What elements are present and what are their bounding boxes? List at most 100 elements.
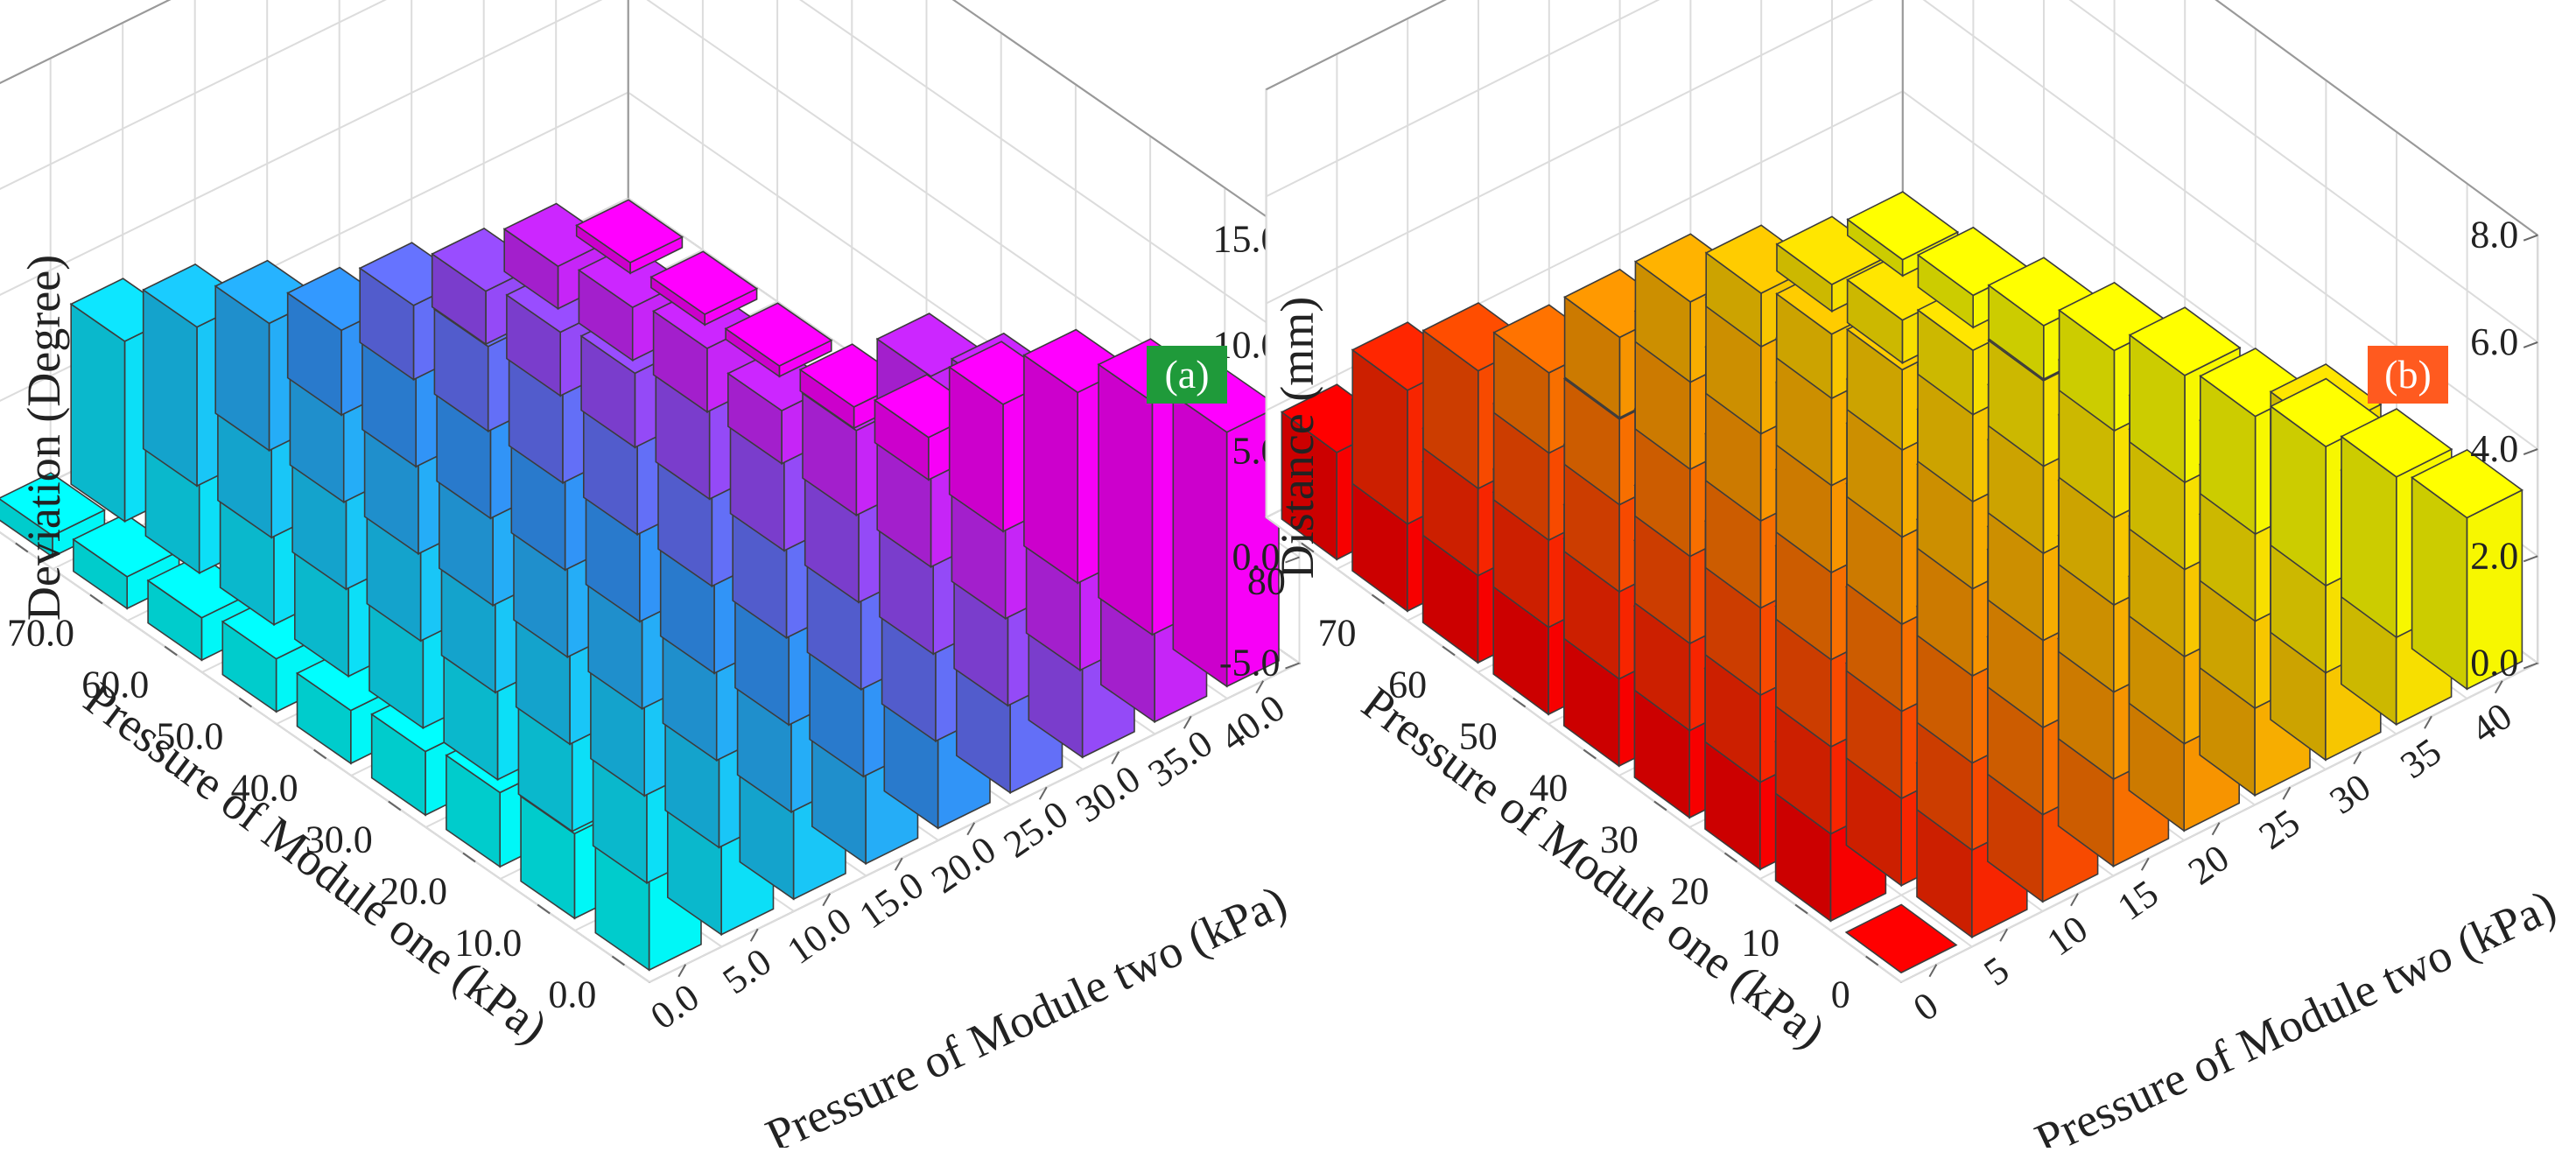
bar-face-top (1846, 191, 1960, 261)
grid-line (1266, 0, 2538, 343)
y-tick-label: 5.0 (715, 940, 779, 1003)
x-tick-label: 40.0 (231, 767, 298, 810)
x-tick (15, 542, 29, 553)
x-tick-label: 20.0 (380, 870, 447, 913)
y-tick (2353, 751, 2362, 765)
bar (649, 250, 759, 327)
y-tick (894, 857, 903, 871)
z-tick-label: 0.0 (1232, 536, 1281, 579)
y-tick (1928, 964, 1938, 978)
y-tick (1999, 928, 2009, 942)
x-tick-label: 70.0 (7, 612, 74, 655)
x-tick (388, 800, 402, 811)
x-tick (1653, 800, 1667, 811)
y-tick (1038, 786, 1048, 800)
x-tick (462, 852, 476, 863)
panel-label: (b) (2384, 352, 2432, 397)
z-axis-title: Deviation (Degree) (18, 255, 70, 621)
bar (575, 199, 684, 275)
y-tick-label: 0.0 (642, 975, 706, 1038)
grid-line (1266, 0, 2538, 450)
x-tick-label: 0.0 (548, 973, 596, 1016)
x-tick (1583, 748, 1597, 760)
x-tick-label: 60.0 (81, 664, 149, 706)
bar (1844, 903, 1958, 974)
z-tick (1285, 556, 1300, 564)
bar-face-right (1023, 354, 1078, 585)
z-tick (1285, 662, 1300, 670)
y-tick (2140, 857, 2150, 871)
y-tick (2494, 680, 2503, 694)
z-tick (2523, 234, 2538, 242)
x-tick-label: 60 (1388, 664, 1427, 706)
x-tick-label: 0 (1831, 973, 1850, 1016)
x-tick (164, 645, 178, 657)
bar (2411, 448, 2523, 691)
z-tick (2523, 662, 2538, 670)
x-tick (238, 697, 252, 708)
y-tick-label: 15 (2109, 872, 2165, 929)
x-tick (1794, 903, 1808, 915)
bar-face-right (70, 302, 126, 523)
panel-label: (a) (1164, 352, 1209, 397)
grid-line (0, 0, 1301, 347)
y-axis-title: Pressure of Module two (kPa) (2027, 880, 2564, 1148)
x-tick (611, 955, 625, 966)
x-tick (1723, 852, 1738, 863)
x-tick-label: 30 (1600, 818, 1639, 861)
y-tick (1255, 680, 1265, 694)
z-tick-label: 0.0 (2470, 642, 2518, 685)
x-tick-label: 50.0 (156, 715, 223, 758)
x-tick (1371, 594, 1386, 605)
bar-face-top (649, 250, 759, 315)
bar (724, 302, 833, 378)
bar-face-top (2411, 448, 2523, 519)
y-tick (2070, 893, 2079, 907)
y-tick-label: 20 (2180, 836, 2236, 893)
bar-face-top (0, 472, 106, 537)
bar-face-top (1775, 215, 1889, 285)
panel-badge (1147, 346, 1227, 404)
x-tick-label: 80 (1247, 560, 1286, 603)
z-tick-label: 8.0 (2470, 214, 2518, 256)
y-tick (822, 893, 832, 907)
bar-face-top (2128, 306, 2242, 376)
x-tick-label: 40 (1529, 767, 1568, 810)
y-tick-label: 40 (2463, 694, 2519, 751)
y-tick (749, 928, 759, 942)
bar-face-top (502, 202, 612, 268)
bar-face-right (0, 498, 53, 558)
bar-face-right (1098, 362, 1154, 636)
pane-edge (0, 0, 1301, 241)
x-tick (537, 903, 551, 915)
x-tick-label: 20 (1671, 870, 1709, 913)
y-tick (1183, 715, 1192, 729)
y-tick (2211, 822, 2221, 836)
y-tick (966, 822, 976, 836)
x-tick (1301, 542, 1315, 553)
z-tick-label: 2.0 (2470, 534, 2518, 577)
z-axis-title: Distance (mm) (1271, 297, 1323, 579)
panel-badge (2368, 346, 2448, 404)
x-tick (1865, 955, 1879, 966)
x-tick (1513, 697, 1527, 708)
bar-face-top (575, 199, 684, 263)
x-tick-label: 10.0 (454, 922, 522, 965)
pane-edge (1266, 0, 2538, 236)
y-tick-label: 5 (1976, 948, 2017, 994)
y-tick (2424, 715, 2432, 729)
grid-line (0, 0, 1301, 453)
bar (1171, 369, 1281, 688)
z-tick-label: -5.0 (1219, 642, 1281, 685)
y-tick-label: 10 (2039, 907, 2095, 964)
z-tick (2523, 448, 2538, 456)
x-tick-label: 10 (1741, 922, 1779, 965)
y-tick (2282, 786, 2292, 800)
bar-face-top (2340, 408, 2453, 478)
y-tick-label: 30 (2322, 765, 2378, 822)
z-tick (2523, 341, 2538, 348)
x-tick (313, 748, 327, 760)
